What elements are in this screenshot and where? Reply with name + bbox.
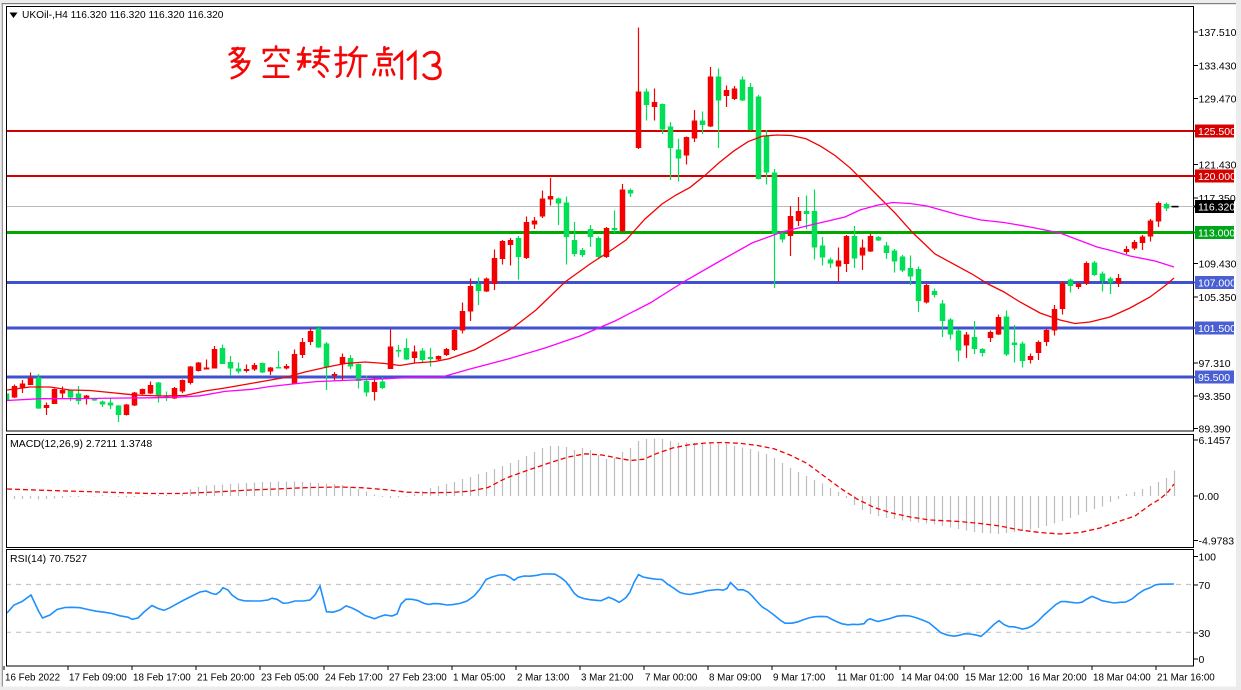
svg-text:7 Mar 00:00: 7 Mar 00:00 [645,673,698,684]
svg-text:30: 30 [1199,628,1211,640]
svg-text:18 Feb 17:00: 18 Feb 17:00 [133,673,191,684]
svg-text:2 Mar 13:00: 2 Mar 13:00 [517,673,570,684]
svg-text:97.310: 97.310 [1199,358,1231,370]
svg-text:UKOil-,H4 116.320 116.320 116: UKOil-,H4 116.320 116.320 116.320 116.32… [22,10,224,21]
svg-text:93.350: 93.350 [1199,391,1231,403]
svg-text:105.350: 105.350 [1199,292,1237,304]
svg-text:120.000: 120.000 [1198,171,1236,183]
svg-text:9 Mar 17:00: 9 Mar 17:00 [773,673,826,684]
svg-text:16 Mar 20:00: 16 Mar 20:00 [1029,673,1087,684]
svg-text:21 Feb 20:00: 21 Feb 20:00 [197,673,255,684]
svg-text:14 Mar 04:00: 14 Mar 04:00 [901,673,959,684]
svg-text:3 Mar 21:00: 3 Mar 21:00 [581,673,634,684]
svg-text:113.000: 113.000 [1198,228,1235,240]
svg-text:129.470: 129.470 [1199,94,1237,106]
svg-text:11 Mar 01:00: 11 Mar 01:00 [837,673,895,684]
svg-text:125.500: 125.500 [1198,126,1236,138]
svg-text:15 Mar 12:00: 15 Mar 12:00 [965,673,1023,684]
svg-text:24 Feb 17:00: 24 Feb 17:00 [325,673,383,684]
svg-text:95.500: 95.500 [1198,372,1230,384]
svg-text:0.00: 0.00 [1199,491,1220,503]
svg-text:21 Mar 16:00: 21 Mar 16:00 [1157,673,1215,684]
svg-text:109.430: 109.430 [1199,259,1237,271]
svg-text:27 Feb 23:00: 27 Feb 23:00 [389,673,447,684]
svg-text:18 Mar 04:00: 18 Mar 04:00 [1093,673,1151,684]
svg-text:137.510: 137.510 [1199,27,1237,39]
svg-text:100: 100 [1199,552,1217,564]
svg-text:8 Mar 09:00: 8 Mar 09:00 [709,673,762,684]
svg-text:107.000: 107.000 [1198,278,1236,290]
svg-text:RSI(14) 70.7527: RSI(14) 70.7527 [10,553,87,565]
svg-text:-4.9783: -4.9783 [1199,536,1235,548]
svg-text:133.430: 133.430 [1199,61,1237,73]
svg-text:17 Feb 09:00: 17 Feb 09:00 [69,673,127,684]
svg-text:121.430: 121.430 [1199,160,1237,172]
svg-text:70: 70 [1199,580,1211,592]
svg-text:MACD(12,26,9) 2.7211 1.3748: MACD(12,26,9) 2.7211 1.3748 [10,438,152,450]
svg-text:0: 0 [1199,654,1205,666]
svg-text:6.1457: 6.1457 [1199,435,1231,447]
svg-text:23 Feb 05:00: 23 Feb 05:00 [261,673,319,684]
svg-text:16 Feb 2022: 16 Feb 2022 [5,673,60,684]
svg-text:1 Mar 05:00: 1 Mar 05:00 [453,673,506,684]
svg-text:101.500: 101.500 [1198,323,1236,335]
svg-text:89.390: 89.390 [1199,424,1231,436]
svg-text:116.320: 116.320 [1198,202,1235,214]
